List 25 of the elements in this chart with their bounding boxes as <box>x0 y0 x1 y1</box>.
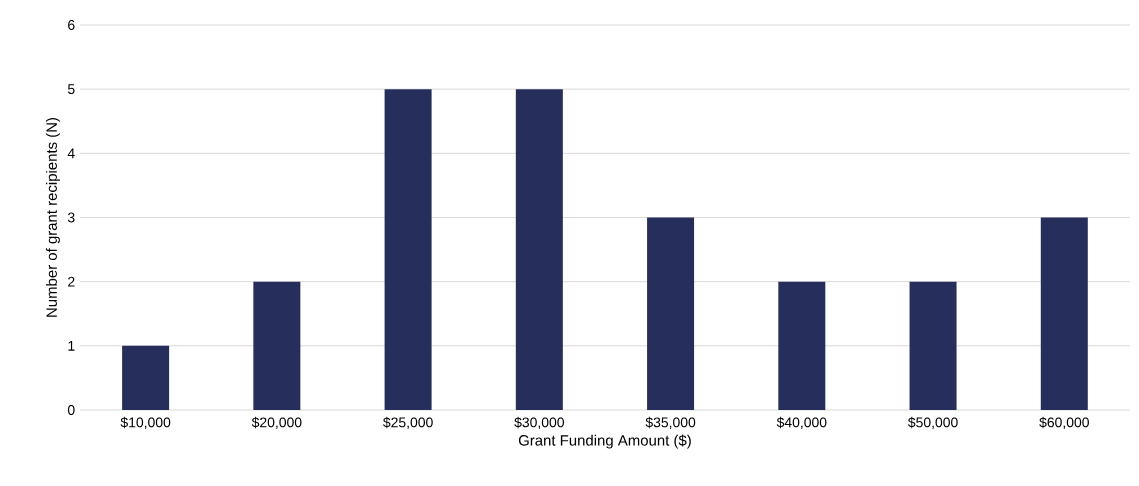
y-tick-label: 3 <box>67 212 75 223</box>
bar <box>253 281 301 410</box>
bar <box>515 89 563 410</box>
y-tick-label: 1 <box>68 341 75 351</box>
x-tick-label: $20,000 <box>251 416 302 429</box>
bar <box>122 345 170 410</box>
y-axis-title: Number of grant recipients (N) <box>45 117 60 317</box>
x-tick-label: $25,000 <box>383 416 433 429</box>
bar <box>909 281 957 410</box>
y-tick-label: 4 <box>67 148 75 159</box>
x-tick-label: $40,000 <box>776 416 827 429</box>
x-tick-label: $10,000 <box>120 416 171 429</box>
x-tick-label: $60,000 <box>1039 416 1089 429</box>
x-tick-label: $30,000 <box>514 416 564 429</box>
bar <box>1040 217 1088 410</box>
bar <box>384 89 432 410</box>
x-axis-title: Grant Funding Amount ($) <box>518 434 691 449</box>
y-tick-label: 6 <box>68 20 75 30</box>
y-tick-label: 0 <box>67 405 75 415</box>
y-tick-label: 5 <box>67 84 75 95</box>
x-tick-label: $50,000 <box>908 416 958 429</box>
x-tick-label: $35,000 <box>645 416 696 429</box>
bar <box>647 217 695 410</box>
bar <box>778 281 826 410</box>
y-tick-label: 2 <box>68 276 75 287</box>
